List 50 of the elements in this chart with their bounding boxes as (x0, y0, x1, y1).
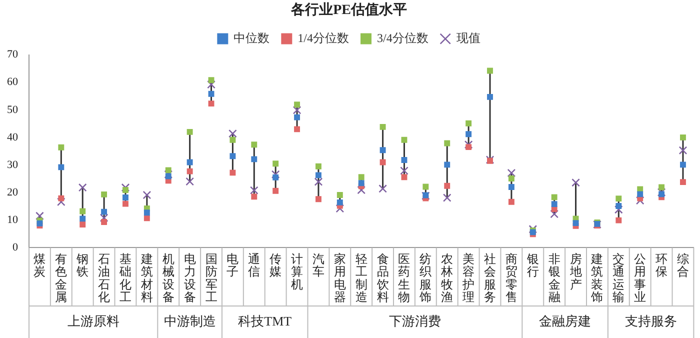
x-tick-label: 基础化工 (118, 252, 132, 304)
x-tick-label: 有色金属 (55, 252, 68, 304)
y-tick-label: 40 (7, 131, 18, 144)
x-tick-label: 食品饮料 (376, 252, 389, 304)
x-tick-label: 社会服务 (484, 252, 496, 304)
x-tick-label: 综合 (676, 252, 689, 279)
text: 科技TMT (238, 313, 292, 328)
x-tick-label: 轻工制造 (355, 252, 368, 304)
y-tick-label: 20 (7, 186, 18, 198)
text: 中游制造 (164, 313, 216, 328)
x-tick-label: 石油石化 (98, 252, 110, 304)
x-tick-label: 传媒 (270, 252, 282, 279)
chart-title: 各行业PE估值水平 (290, 2, 407, 18)
y-tick-label: 50 (7, 104, 18, 116)
legend-label: 1/4分位数 (298, 30, 350, 45)
x-tick-label: 钢铁 (76, 252, 89, 279)
text: 支持服务 (624, 313, 677, 328)
x-tick-label: 煤炭 (34, 252, 46, 279)
x-tick-label: 通信 (248, 252, 260, 279)
x-tick-label: 计算机 (291, 252, 304, 292)
x-tick-label: 农林牧渔 (440, 252, 454, 304)
x-tick-label: 汽车 (312, 252, 324, 279)
legend-label: 3/4分位数 (377, 30, 428, 45)
y-tick-label: 70 (7, 48, 18, 61)
legend-label: 现值 (456, 30, 480, 45)
x-tick-label: 银行 (526, 252, 539, 279)
x-tick-label: 家用电器 (334, 252, 346, 304)
y-tick-label: 0 (12, 241, 18, 254)
x-tick-label: 电力设备 (184, 252, 196, 304)
x-tick-label: 建筑装饰 (590, 252, 604, 304)
x-tick-label: 环保 (656, 252, 668, 279)
text: 金融房建 (539, 313, 592, 328)
x-tick-label: 公用事业 (634, 252, 646, 304)
x-tick-label: 国防军工 (205, 252, 218, 304)
x-tick-label: 建筑材料 (140, 252, 153, 304)
x-tick-label: 机械设备 (162, 252, 174, 304)
y-tick-label: 30 (7, 158, 18, 171)
x-tick-label: 非银金融 (547, 252, 560, 304)
text: 上游原料 (67, 313, 120, 328)
x-tick-label: 交通运输 (612, 252, 625, 304)
x-tick-label: 商贸零售 (505, 252, 518, 304)
x-tick-label: 房地产 (568, 252, 582, 292)
text: 下游消费 (388, 313, 441, 328)
x-tick-label: 医药生物 (398, 252, 410, 304)
y-tick-label: 60 (7, 76, 18, 88)
legend-label: 中位数 (234, 30, 270, 45)
x-tick-label: 纺织服饰 (418, 252, 432, 304)
y-tick-label: 10 (7, 214, 18, 226)
x-tick-label: 电子 (226, 252, 239, 279)
x-tick-label: 美容护理 (462, 252, 475, 304)
